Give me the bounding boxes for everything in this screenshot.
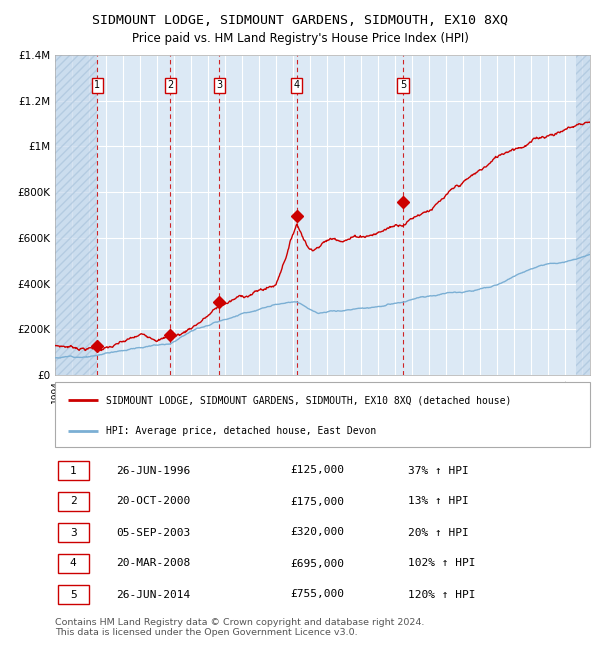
FancyBboxPatch shape (58, 585, 89, 604)
Text: 3: 3 (70, 528, 77, 538)
Text: 4: 4 (293, 81, 299, 90)
Text: SIDMOUNT LODGE, SIDMOUNT GARDENS, SIDMOUTH, EX10 8XQ: SIDMOUNT LODGE, SIDMOUNT GARDENS, SIDMOU… (92, 14, 508, 27)
Text: £755,000: £755,000 (290, 590, 344, 599)
FancyBboxPatch shape (58, 523, 89, 542)
Text: 120% ↑ HPI: 120% ↑ HPI (408, 590, 476, 599)
Text: 4: 4 (70, 558, 77, 569)
Text: Price paid vs. HM Land Registry's House Price Index (HPI): Price paid vs. HM Land Registry's House … (131, 32, 469, 45)
Bar (577, 55, 590, 375)
Text: 37% ↑ HPI: 37% ↑ HPI (408, 465, 469, 476)
Text: £695,000: £695,000 (290, 558, 344, 569)
Text: HPI: Average price, detached house, East Devon: HPI: Average price, detached house, East… (106, 426, 376, 436)
Bar (55, 55, 97, 375)
Text: 20% ↑ HPI: 20% ↑ HPI (408, 528, 469, 538)
FancyBboxPatch shape (58, 554, 89, 573)
Text: 05-SEP-2003: 05-SEP-2003 (116, 528, 191, 538)
Text: 5: 5 (400, 81, 406, 90)
Text: 3: 3 (217, 81, 223, 90)
Text: 13% ↑ HPI: 13% ↑ HPI (408, 497, 469, 506)
FancyBboxPatch shape (55, 382, 590, 447)
Text: 1: 1 (70, 465, 77, 476)
Text: £175,000: £175,000 (290, 497, 344, 506)
Text: 20-OCT-2000: 20-OCT-2000 (116, 497, 191, 506)
Text: £320,000: £320,000 (290, 528, 344, 538)
Text: 5: 5 (70, 590, 77, 599)
Text: 2: 2 (70, 497, 77, 506)
Text: Contains HM Land Registry data © Crown copyright and database right 2024.
This d: Contains HM Land Registry data © Crown c… (55, 618, 424, 638)
Text: 26-JUN-1996: 26-JUN-1996 (116, 465, 191, 476)
Text: 26-JUN-2014: 26-JUN-2014 (116, 590, 191, 599)
FancyBboxPatch shape (58, 461, 89, 480)
Text: 1: 1 (94, 81, 100, 90)
Text: 102% ↑ HPI: 102% ↑ HPI (408, 558, 476, 569)
Text: 20-MAR-2008: 20-MAR-2008 (116, 558, 191, 569)
Text: SIDMOUNT LODGE, SIDMOUNT GARDENS, SIDMOUTH, EX10 8XQ (detached house): SIDMOUNT LODGE, SIDMOUNT GARDENS, SIDMOU… (106, 395, 511, 405)
FancyBboxPatch shape (58, 492, 89, 511)
Text: £125,000: £125,000 (290, 465, 344, 476)
Text: 2: 2 (167, 81, 173, 90)
